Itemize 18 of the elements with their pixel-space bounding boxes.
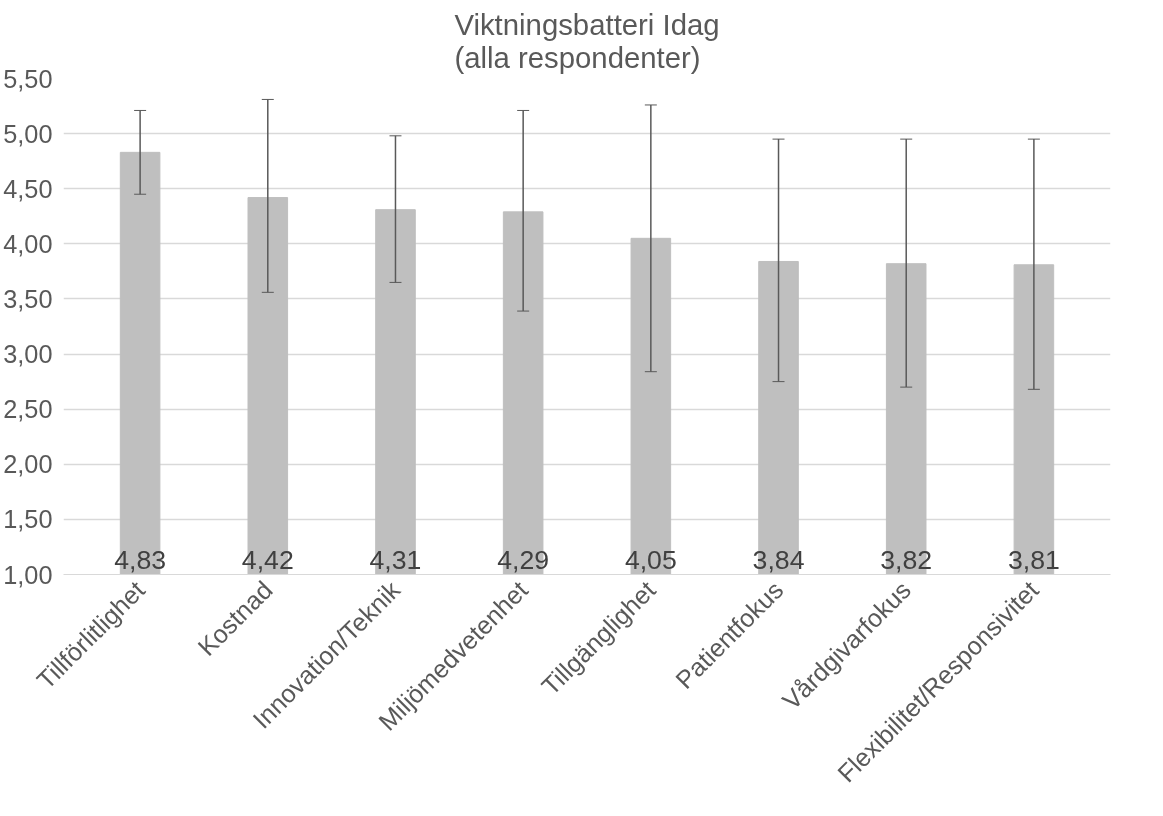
y-tick-label: 1,50 xyxy=(3,505,53,534)
data-label: 4,83 xyxy=(114,544,167,575)
y-tick-label: 3,00 xyxy=(3,340,53,369)
data-label: 3,84 xyxy=(752,544,805,575)
y-tick-label: 2,00 xyxy=(3,450,53,479)
data-label: 3,81 xyxy=(1007,544,1060,575)
data-label: 4,31 xyxy=(369,544,422,575)
y-tick-label: 5,00 xyxy=(3,119,53,148)
data-label: 4,42 xyxy=(241,544,294,575)
data-label: 4,29 xyxy=(497,544,550,575)
y-tick-label: 5,50 xyxy=(3,64,53,93)
y-tick-label: 4,00 xyxy=(3,229,53,258)
y-tick-label: 2,50 xyxy=(3,395,53,424)
y-tick-label: 3,50 xyxy=(3,284,53,313)
data-label: 4,05 xyxy=(624,544,677,575)
data-label: 3,82 xyxy=(880,544,933,575)
y-tick-label: 4,50 xyxy=(3,174,53,203)
chart-title: Viktningsbatteri Idag (alla respondenter) xyxy=(454,7,720,74)
